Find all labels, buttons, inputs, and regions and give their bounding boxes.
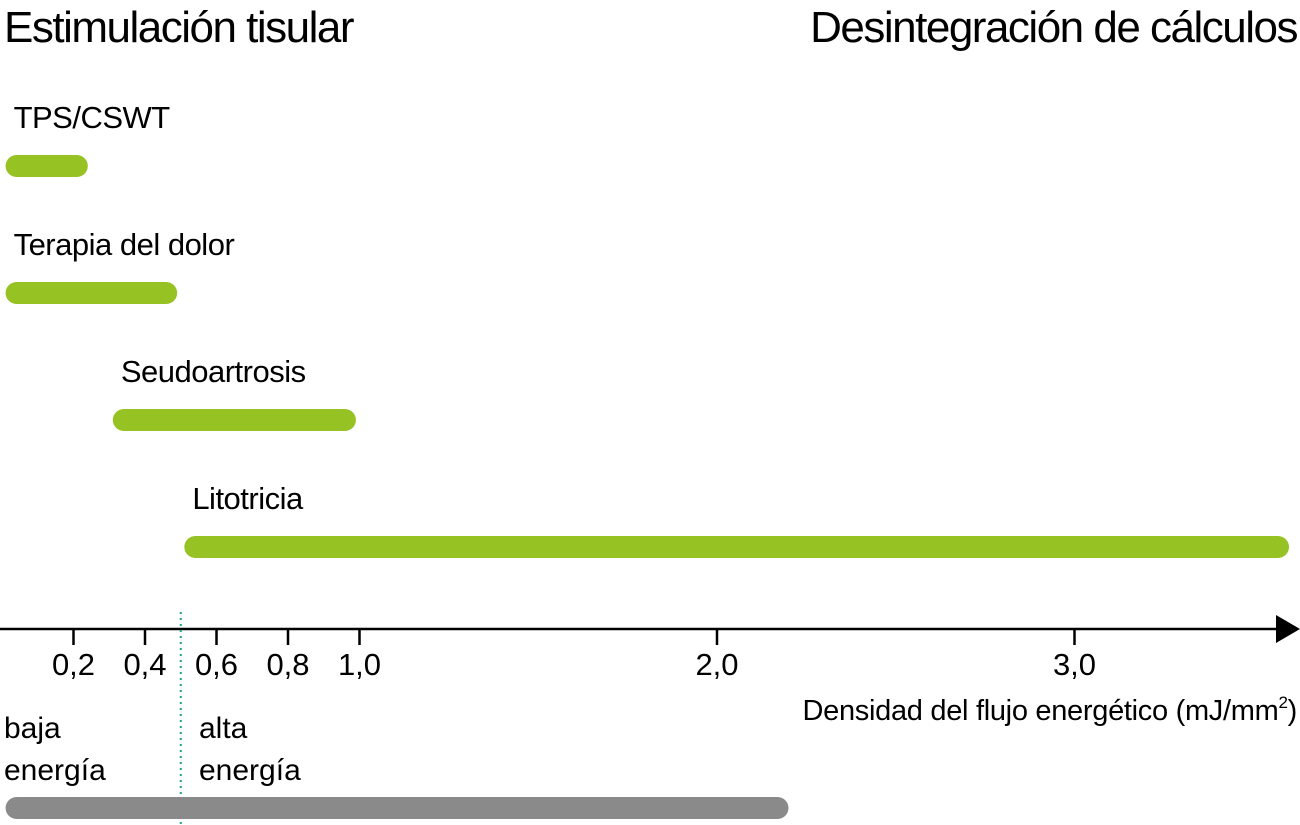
high-energy-label-line2: energía	[199, 754, 301, 787]
x-tick-label-1: 0,2	[52, 647, 95, 682]
x-axis-label: Densidad del flujo energético (mJ/mm2)	[803, 693, 1298, 727]
x-axis-ticks: 0,2 0,4 0,6 0,8 1,0 2,0 3,0	[52, 629, 1096, 682]
x-axis-arrow-icon	[1276, 615, 1300, 643]
x-tick-label-4: 0,8	[266, 647, 309, 682]
low-energy-label-line1: baja	[4, 712, 61, 745]
title-right: Desintegración de cálculos	[810, 3, 1297, 52]
bar-label-3: Seudoartrosis	[121, 354, 306, 389]
high-energy-label-line1: alta	[199, 712, 248, 745]
x-tick-label-7: 3,0	[1053, 647, 1096, 682]
bar-label-4: Litotricia	[192, 481, 304, 516]
bar-label-1: TPS/CSWT	[14, 100, 171, 135]
x-tick-label-5: 1,0	[338, 647, 381, 682]
x-tick-label-2: 0,4	[123, 647, 166, 682]
x-tick-label-3: 0,6	[195, 647, 238, 682]
x-tick-label-6: 2,0	[695, 647, 738, 682]
title-left: Estimulación tisular	[4, 3, 354, 52]
bar-label-2: Terapia del dolor	[14, 227, 235, 262]
x-axis-label-text: Densidad del flujo energético (mJ/mm	[803, 695, 1279, 727]
bars-group: TPS/CSWT Terapia del dolor Seudoartrosis Li…	[5, 100, 1289, 558]
x-axis-label-suffix: )	[1288, 695, 1297, 727]
low-energy-label-line2: energía	[4, 754, 106, 787]
x-axis-label-superscript: 2	[1278, 693, 1287, 712]
